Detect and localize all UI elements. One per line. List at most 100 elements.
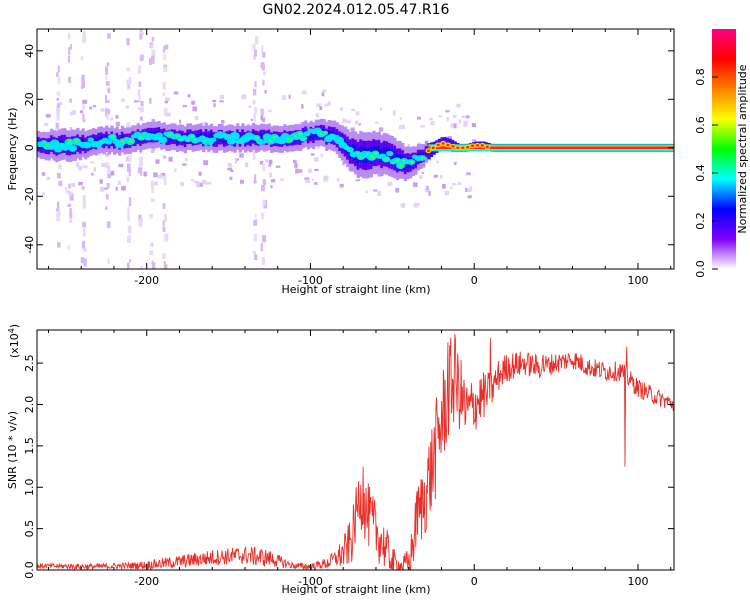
spectrogram-noise-mark	[165, 112, 171, 117]
spectrogram-noise-mark	[105, 66, 109, 75]
spectrogram-noise-mark	[81, 74, 85, 82]
spectrogram-noise-mark	[248, 105, 252, 108]
spectrogram-noise-mark	[250, 118, 253, 122]
spectrogram-noise-mark	[206, 182, 212, 185]
spectrogram-noise-mark	[56, 208, 60, 212]
spectrogram-noise-mark	[106, 113, 109, 121]
spectrogram-core-mark	[420, 156, 425, 160]
spectrogram-noise-mark	[467, 188, 472, 192]
spectrogram-core-mark	[82, 141, 92, 149]
spectrogram-noise-mark	[58, 101, 63, 105]
spectrogram-band-inner	[414, 156, 418, 165]
snr-y-tick-label: 2.5	[23, 354, 36, 372]
spectrogram-noise-mark	[268, 164, 272, 167]
snr-y-tick-label: 2.0	[23, 396, 36, 414]
spectrogram-noise-mark	[400, 124, 405, 130]
spectrogram-noise-mark	[89, 106, 93, 110]
spectrogram-noise-mark	[315, 113, 320, 118]
spectrogram-noise-mark	[162, 82, 166, 90]
spectrogram-noise-mark	[106, 108, 111, 115]
spectrogram-noise-mark	[115, 186, 118, 191]
spectrogram-noise-mark	[80, 56, 84, 61]
spectrogram-core-mark	[446, 143, 450, 147]
spectrogram-core-mark	[209, 137, 217, 143]
spectrogram-noise-mark	[280, 178, 284, 181]
spectrogram-noise-mark	[72, 110, 77, 115]
spectrogram-noise-mark	[282, 95, 286, 100]
spectrogram-noise-mark	[115, 115, 119, 119]
spectrogram-noise-mark	[121, 98, 125, 102]
spectrogram-noise-mark	[239, 179, 245, 184]
spectrogram-band-inner	[390, 149, 394, 164]
spectrogram-noise-mark	[151, 55, 155, 64]
spectrogram-noise-mark	[414, 203, 420, 206]
spectrogram-noise-mark	[55, 128, 60, 133]
spectrogram-noise-mark	[121, 185, 126, 191]
spectrogram-noise-mark	[138, 163, 142, 169]
spectrogram-core-mark	[302, 137, 306, 141]
spectrogram-core-mark	[386, 150, 394, 157]
spectrogram-noise-mark	[149, 213, 153, 219]
spectrogram-noise-mark	[140, 266, 143, 269]
spectrogram-y-tick-label: 20	[23, 92, 36, 106]
spectrogram-noise-mark	[138, 214, 142, 222]
spectrogram-noise-mark	[262, 117, 266, 122]
spectrogram-noise-mark	[107, 87, 111, 94]
spectrogram-noise-mark	[254, 174, 257, 183]
spectrogram-noise-mark	[68, 76, 72, 83]
spectrogram-core-mark	[229, 131, 240, 140]
spectrogram-noise-mark	[106, 182, 110, 189]
spectrogram-noise-mark	[82, 195, 86, 203]
spectrogram-noise-mark	[150, 180, 154, 189]
spectrogram-noise-mark	[387, 181, 393, 186]
spectrogram-noise-mark	[78, 181, 83, 186]
spectrogram-core-mark	[68, 145, 78, 152]
spectrogram-band-inner	[309, 130, 313, 139]
spectrogram-core-mark	[456, 146, 460, 150]
spectrogram-noise-mark	[454, 162, 457, 166]
spectrogram-noise-mark	[56, 103, 61, 108]
spectrogram-noise-mark	[164, 44, 169, 50]
spectrogram-noise-mark	[137, 65, 142, 74]
spectrogram-noise-mark	[314, 168, 319, 171]
spectrogram-noise-mark	[316, 103, 321, 107]
chart-title: GN02.2024.012.05.47.R16	[263, 2, 450, 18]
spectrogram-noise-mark	[139, 218, 143, 222]
spectrogram-noise-mark	[138, 81, 142, 87]
spectrogram-noise-mark	[67, 203, 72, 207]
spectrogram-core-mark	[110, 135, 115, 139]
spectrogram-band-inner	[306, 132, 311, 140]
spectrogram-noise-mark	[127, 225, 132, 234]
spectrogram-noise-mark	[322, 89, 327, 93]
spectrogram-core-mark	[426, 149, 430, 152]
spectrogram-noise-mark	[67, 192, 73, 196]
spectrogram-noise-mark	[399, 117, 402, 120]
spectrogram-noise-mark	[301, 104, 304, 109]
spectrogram-noise-mark	[151, 49, 156, 58]
spectrogram-noise-mark	[453, 123, 457, 129]
spectrogram-noise-mark	[69, 208, 72, 217]
spectrogram-noise-mark	[426, 185, 429, 190]
spectrogram-noise-mark	[151, 148, 155, 153]
snr-y-tick-label: 1.5	[23, 437, 36, 455]
spectrogram-noise-mark	[125, 159, 130, 162]
spectrogram-noise-mark	[138, 95, 141, 103]
spectrogram-noise-mark	[69, 98, 72, 103]
spectrogram-noise-mark	[162, 92, 166, 97]
spectrogram-noise-mark	[45, 114, 51, 118]
snr-x-label: Height of straight line (km)	[281, 583, 430, 596]
spectrogram-noise-mark	[234, 159, 238, 164]
spectrogram-core-mark	[155, 132, 163, 138]
spectrogram-noise-mark	[259, 160, 264, 165]
spectrogram-noise-mark	[262, 52, 266, 58]
spectrogram-noise-mark	[194, 180, 199, 184]
spectrogram-noise-mark	[151, 147, 155, 151]
spectrogram-noise-mark	[103, 187, 108, 190]
spectrogram-noise-mark	[252, 43, 256, 51]
spectrogram-noise-mark	[56, 98, 59, 101]
spectrogram-core-mark	[260, 139, 267, 144]
spectrogram-noise-mark	[81, 186, 85, 190]
colorbar-tick-label: 0.6	[694, 116, 707, 134]
spectrogram-noise-mark	[155, 159, 160, 164]
